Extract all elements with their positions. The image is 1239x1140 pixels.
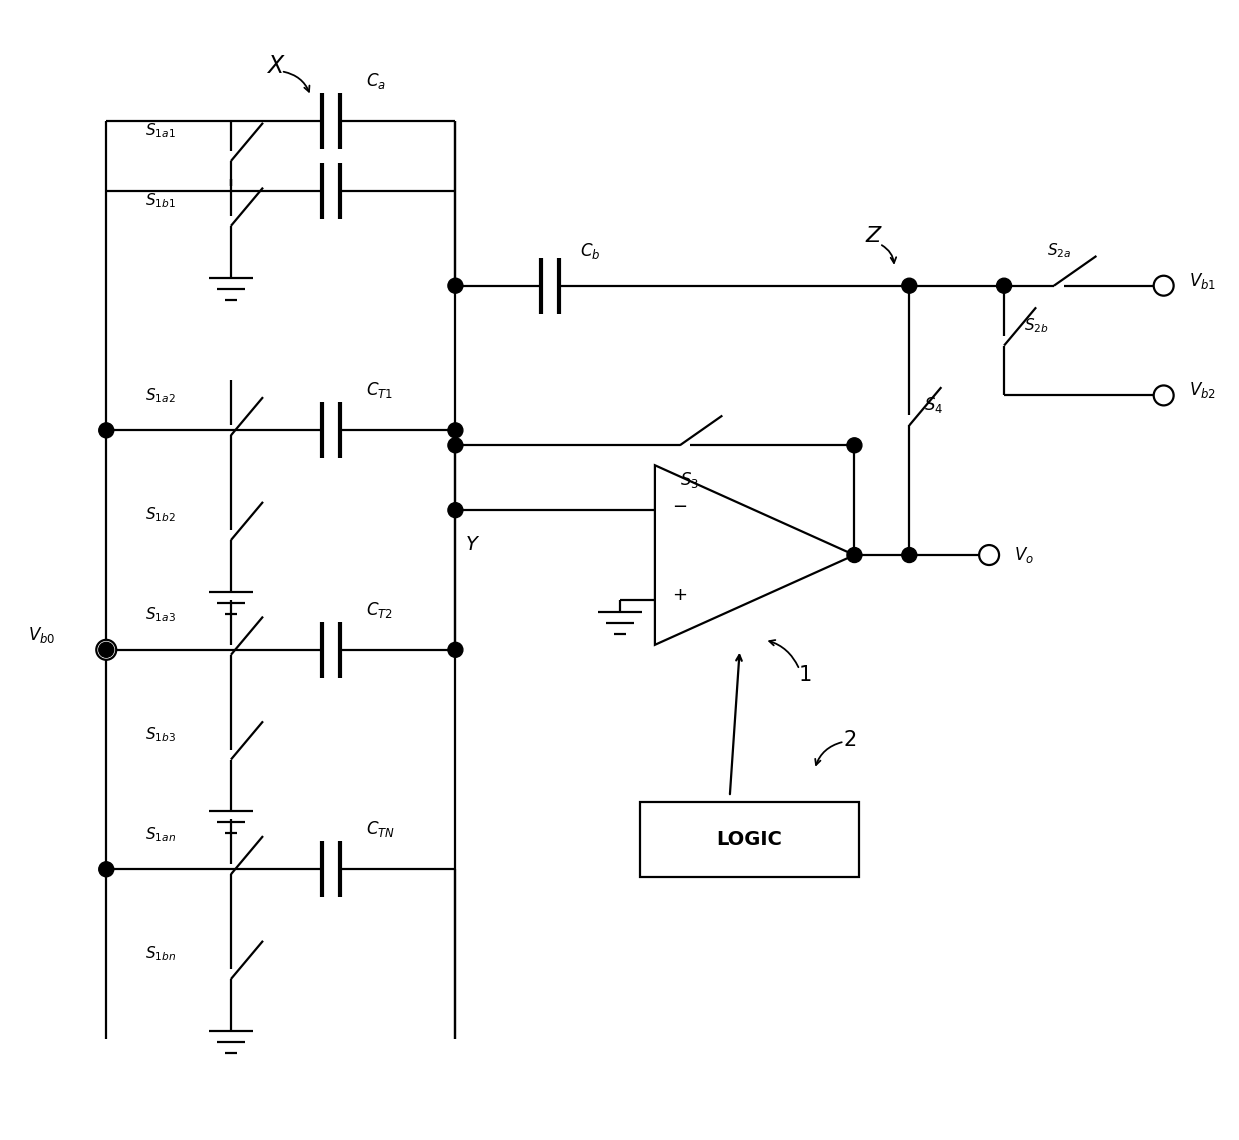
Text: $V_{b0}$: $V_{b0}$ bbox=[27, 625, 55, 645]
Text: $C_b$: $C_b$ bbox=[580, 241, 601, 261]
Circle shape bbox=[996, 278, 1011, 293]
Circle shape bbox=[847, 438, 862, 453]
Text: $-$: $-$ bbox=[673, 496, 688, 514]
Circle shape bbox=[979, 545, 999, 565]
Text: $+$: $+$ bbox=[673, 586, 688, 604]
Text: $X$: $X$ bbox=[266, 55, 286, 79]
Circle shape bbox=[1154, 276, 1173, 295]
Text: $S_{1a2}$: $S_{1a2}$ bbox=[145, 386, 176, 405]
Circle shape bbox=[99, 423, 114, 438]
Text: $S_{1a1}$: $S_{1a1}$ bbox=[145, 122, 176, 140]
Text: $2$: $2$ bbox=[843, 730, 856, 750]
FancyBboxPatch shape bbox=[641, 801, 860, 877]
Text: $S_{1an}$: $S_{1an}$ bbox=[145, 825, 176, 844]
Circle shape bbox=[449, 423, 463, 438]
Text: $Y$: $Y$ bbox=[466, 536, 481, 554]
Text: $S_{1a3}$: $S_{1a3}$ bbox=[145, 605, 176, 625]
Circle shape bbox=[449, 642, 463, 658]
Text: $S_{1b2}$: $S_{1b2}$ bbox=[145, 506, 176, 524]
Text: $S_{2a}$: $S_{2a}$ bbox=[1047, 242, 1070, 260]
Text: $S_{1b1}$: $S_{1b1}$ bbox=[145, 192, 176, 210]
Circle shape bbox=[449, 503, 463, 518]
Circle shape bbox=[97, 640, 116, 660]
Text: $V_{b2}$: $V_{b2}$ bbox=[1188, 381, 1215, 400]
Text: $V_{b1}$: $V_{b1}$ bbox=[1188, 270, 1215, 291]
Text: $S_3$: $S_3$ bbox=[680, 470, 699, 490]
Circle shape bbox=[99, 862, 114, 877]
Text: $S_{1bn}$: $S_{1bn}$ bbox=[145, 945, 176, 963]
Text: $C_a$: $C_a$ bbox=[366, 71, 385, 91]
Text: $1$: $1$ bbox=[798, 665, 812, 685]
Text: $S_{1b3}$: $S_{1b3}$ bbox=[145, 725, 176, 744]
Circle shape bbox=[902, 547, 917, 562]
Text: $S_{2b}$: $S_{2b}$ bbox=[1023, 316, 1048, 335]
Text: $C_{T1}$: $C_{T1}$ bbox=[366, 381, 393, 400]
Circle shape bbox=[449, 278, 463, 293]
Circle shape bbox=[902, 278, 917, 293]
Text: $S_4$: $S_4$ bbox=[924, 396, 943, 415]
Circle shape bbox=[1154, 385, 1173, 406]
Text: LOGIC: LOGIC bbox=[716, 830, 783, 849]
Circle shape bbox=[847, 547, 862, 562]
Text: $Z$: $Z$ bbox=[865, 225, 883, 247]
Circle shape bbox=[449, 438, 463, 453]
Text: $C_{TN}$: $C_{TN}$ bbox=[366, 820, 395, 839]
Circle shape bbox=[99, 642, 114, 658]
Text: $V_o$: $V_o$ bbox=[1014, 545, 1035, 565]
Text: $C_{T2}$: $C_{T2}$ bbox=[366, 600, 393, 620]
